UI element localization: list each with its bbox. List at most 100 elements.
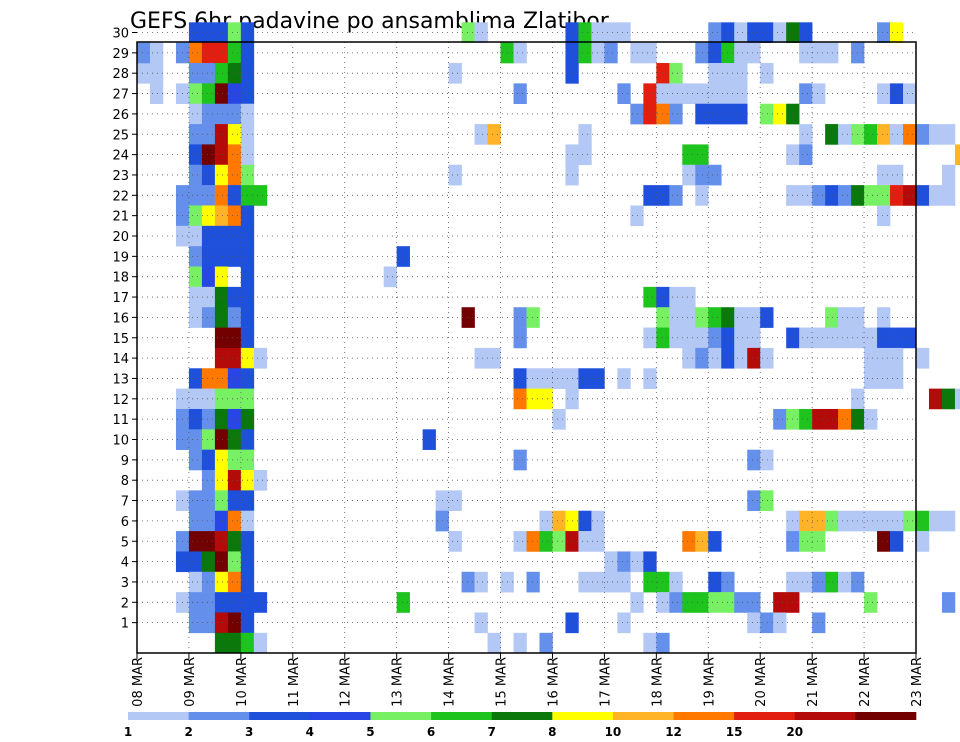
heatmap-cell bbox=[396, 246, 410, 267]
heatmap-cell bbox=[474, 124, 488, 145]
heatmap-cell bbox=[682, 83, 696, 105]
heatmap-cell bbox=[526, 388, 540, 410]
y-tick-label: 22 bbox=[112, 189, 129, 204]
y-tick-label: 2 bbox=[121, 596, 129, 611]
heatmap-cell bbox=[201, 510, 216, 532]
heatmap-cell bbox=[799, 510, 813, 532]
heatmap-cell bbox=[604, 571, 618, 593]
heatmap-cell bbox=[513, 388, 527, 410]
heatmap-cell bbox=[201, 286, 216, 308]
heatmap-cell bbox=[552, 510, 566, 532]
heatmap-cell bbox=[708, 571, 722, 593]
heatmap-cell bbox=[214, 551, 229, 573]
x-tick-label: 13 MAR bbox=[391, 657, 406, 707]
heatmap-cell bbox=[877, 327, 891, 349]
heatmap-cell bbox=[214, 571, 229, 593]
heatmap-cell bbox=[253, 185, 268, 206]
y-tick-label: 18 bbox=[112, 271, 129, 286]
heatmap-cell bbox=[760, 307, 774, 328]
y-tick-label: 19 bbox=[112, 250, 129, 265]
heatmap-cell bbox=[227, 63, 242, 84]
heatmap-cell bbox=[916, 185, 930, 206]
heatmap-cell bbox=[227, 551, 242, 573]
heatmap-cell bbox=[214, 531, 229, 552]
heatmap-cell bbox=[643, 571, 657, 593]
heatmap-cell bbox=[812, 83, 826, 105]
heatmap-cell bbox=[838, 124, 852, 145]
heatmap-cell bbox=[928, 510, 943, 532]
y-tick-label: 28 bbox=[112, 67, 129, 82]
heatmap-cell bbox=[941, 185, 956, 206]
colorbar-legend: 1 2 3 4 5 6 7 8 10 12 15 20 bbox=[124, 712, 917, 739]
heatmap-cell bbox=[760, 490, 774, 512]
heatmap-cell bbox=[941, 124, 956, 145]
heatmap-cell bbox=[214, 83, 229, 105]
heatmap-cell bbox=[578, 144, 592, 166]
heatmap-cell bbox=[760, 103, 774, 125]
heatmap-cell bbox=[552, 368, 566, 389]
heatmap-cell bbox=[890, 327, 904, 349]
heatmap-cell bbox=[591, 510, 605, 532]
heatmap-cell bbox=[214, 632, 229, 654]
heatmap-cell bbox=[877, 510, 891, 532]
heatmap-cell bbox=[513, 368, 527, 389]
colorbar-swatch bbox=[673, 712, 735, 720]
colorbar-tick-label: 6 bbox=[427, 725, 435, 739]
x-tick-label: 12 MAR bbox=[339, 657, 354, 707]
heatmap-cell bbox=[708, 347, 722, 369]
heatmap-cell bbox=[591, 531, 605, 552]
heatmap-cell bbox=[682, 286, 696, 308]
heatmap-cell bbox=[227, 510, 242, 532]
heatmap-cell bbox=[941, 388, 956, 410]
heatmap-cell bbox=[669, 327, 683, 349]
heatmap-cell bbox=[747, 449, 761, 471]
heatmap-cell bbox=[201, 592, 216, 613]
x-tick-label: 09 MAR bbox=[183, 657, 198, 707]
heatmap-cell bbox=[928, 388, 943, 410]
colorbar-tick-label: 3 bbox=[245, 725, 253, 739]
colorbar-tick-label: 10 bbox=[605, 725, 622, 739]
heatmap-cell bbox=[695, 347, 709, 369]
heatmap-cell bbox=[617, 368, 631, 389]
heatmap-cell bbox=[864, 185, 878, 206]
heatmap-cell bbox=[227, 205, 242, 227]
heatmap-cell bbox=[578, 571, 592, 593]
y-tick-label: 3 bbox=[121, 576, 129, 591]
heatmap-cell bbox=[240, 632, 255, 654]
heatmap-cell bbox=[864, 592, 878, 613]
x-tick-label: 19 MAR bbox=[702, 657, 717, 707]
colorbar-swatch bbox=[612, 712, 674, 720]
heatmap-cell bbox=[903, 124, 917, 145]
heatmap-cell bbox=[773, 408, 787, 430]
heatmap-cell bbox=[214, 592, 229, 613]
heatmap-cell bbox=[838, 327, 852, 349]
heatmap-cell bbox=[799, 327, 813, 349]
heatmap-cell bbox=[643, 551, 657, 573]
y-tick-label: 6 bbox=[121, 515, 129, 530]
heatmap-cell bbox=[214, 612, 229, 634]
heatmap-cell bbox=[188, 124, 203, 145]
heatmap-cell bbox=[747, 592, 761, 613]
heatmap-cell bbox=[669, 286, 683, 308]
heatmap-cell bbox=[227, 632, 242, 654]
heatmap-cell bbox=[149, 42, 164, 64]
heatmap-cell bbox=[890, 22, 904, 43]
heatmap-cell bbox=[578, 368, 592, 389]
heatmap-cell bbox=[708, 164, 722, 186]
y-tick-label: 27 bbox=[112, 88, 129, 103]
heatmap-cell bbox=[643, 286, 657, 308]
heatmap-cell bbox=[227, 185, 242, 206]
y-tick-label: 11 bbox=[112, 413, 129, 428]
heatmap-cell bbox=[890, 185, 904, 206]
heatmap-cell bbox=[188, 225, 203, 247]
heatmap-cells bbox=[137, 22, 960, 654]
heatmap-cell bbox=[812, 185, 826, 206]
heatmap-cell bbox=[227, 246, 242, 267]
heatmap-cell bbox=[539, 510, 553, 532]
heatmap-cell bbox=[903, 510, 917, 532]
heatmap-cell bbox=[877, 124, 891, 145]
heatmap-cell bbox=[188, 246, 203, 267]
heatmap-cell bbox=[838, 408, 852, 430]
heatmap-cell bbox=[643, 632, 657, 654]
heatmap-cell bbox=[734, 347, 748, 369]
